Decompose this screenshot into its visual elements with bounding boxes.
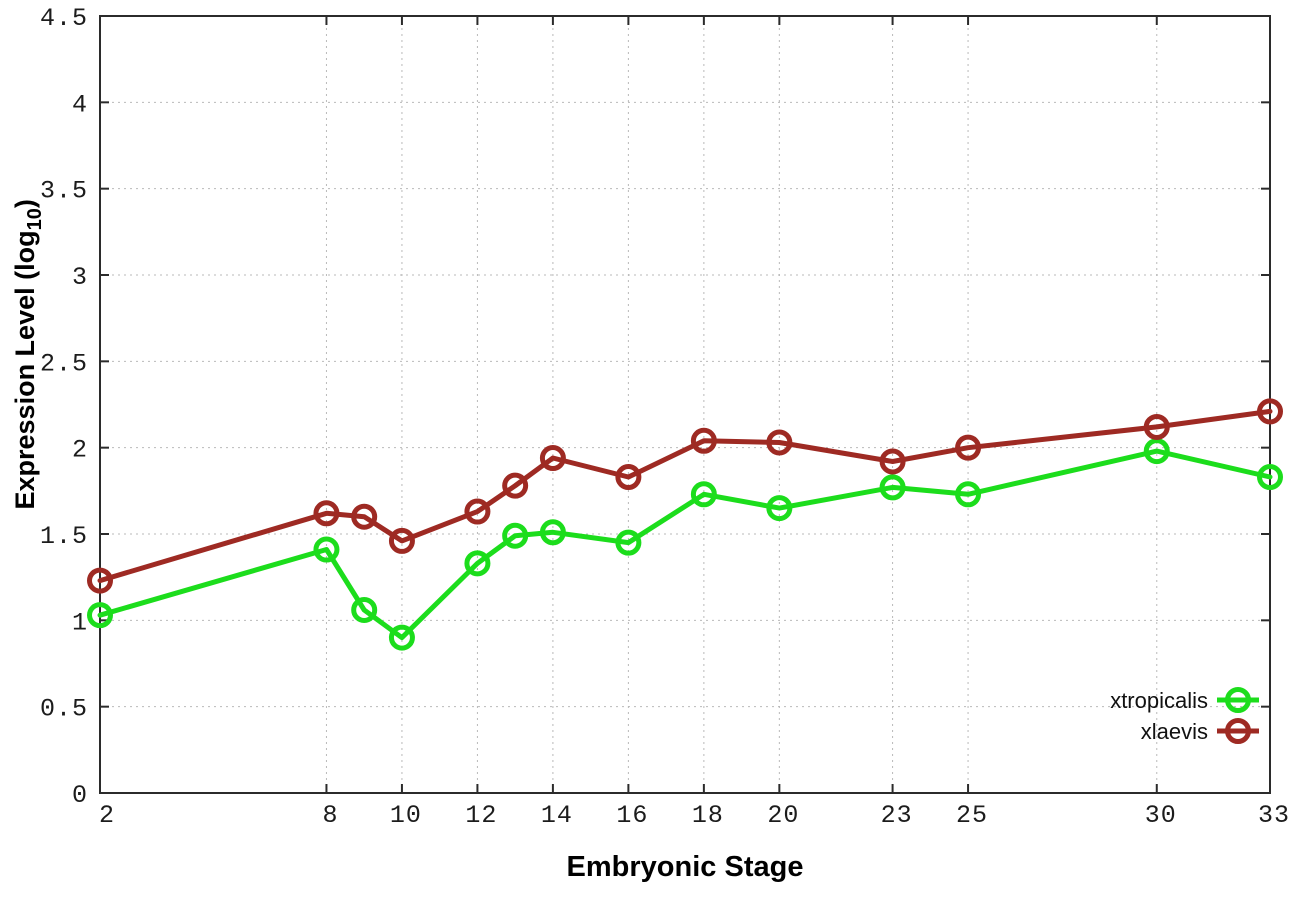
y-tick-label: 2.5 <box>40 349 88 378</box>
y-tick-label: 1 <box>72 608 88 637</box>
data-point-xlaevis-stage-33 <box>1257 398 1283 425</box>
y-tick-label: 0.5 <box>40 695 88 724</box>
x-tick-label: 12 <box>465 801 497 830</box>
y-tick-label: 2 <box>72 436 88 465</box>
x-tick-label: 25 <box>956 801 988 830</box>
data-point-xlaevis-stage-30 <box>1143 413 1170 440</box>
data-point-xlaevis-stage-16 <box>615 464 642 491</box>
x-tick-label: 10 <box>390 801 422 830</box>
x-tick-label: 23 <box>881 801 913 830</box>
x-tick-label: 20 <box>767 801 799 830</box>
data-point-xtropicalis-stage-2 <box>87 602 113 629</box>
data-point-xtropicalis-stage-20 <box>766 495 793 522</box>
y-tick-label: 4 <box>72 90 88 119</box>
x-tick-label: 18 <box>692 801 724 830</box>
y-tick-label: 3.5 <box>40 177 88 206</box>
data-point-xtropicalis-stage-18 <box>690 481 717 508</box>
series-xtropicalis <box>87 438 1283 651</box>
plot-border <box>99 15 1271 794</box>
data-point-xlaevis-stage-25 <box>955 434 982 461</box>
legend-marker-sample <box>1225 687 1251 713</box>
data-point-xtropicalis-stage-25 <box>955 481 982 508</box>
y-tick-label: 4.5 <box>40 4 88 33</box>
data-point-xlaevis-stage-2 <box>87 567 113 594</box>
y-tick-label: 3 <box>72 263 88 292</box>
x-tick-label: 14 <box>541 801 573 830</box>
legend: xtropicalis xlaevis <box>1110 687 1259 744</box>
axis-ticks <box>99 15 1271 794</box>
x-axis-label: Embryonic Stage <box>567 851 804 883</box>
y-tick-label: 1.5 <box>40 522 88 551</box>
legend-entry-xlaevis: xlaevis <box>1141 718 1259 744</box>
data-point-xtropicalis-stage-30 <box>1143 438 1170 465</box>
data-point-xlaevis-stage-9 <box>351 503 378 530</box>
series-xtropicalis-line <box>97 448 1273 641</box>
y-axis-label: Expression Level (log10) <box>10 199 46 509</box>
data-point-xtropicalis-stage-9 <box>351 596 378 623</box>
series-xlaevis-line <box>97 408 1273 584</box>
data-point-xlaevis-stage-14 <box>539 445 566 472</box>
x-tick-label: 33 <box>1258 801 1290 830</box>
data-point-xlaevis-stage-20 <box>766 429 793 456</box>
data-point-xtropicalis-stage-16 <box>615 529 642 556</box>
legend-label-xtropicalis: xtropicalis <box>1110 688 1208 713</box>
x-tick-label: 8 <box>322 801 338 830</box>
x-tick-label: 16 <box>616 801 648 830</box>
legend-label-xlaevis: xlaevis <box>1141 719 1208 744</box>
legend-entry-xtropicalis: xtropicalis <box>1110 687 1259 713</box>
data-point-xlaevis-stage-10 <box>388 527 415 554</box>
data-point-xtropicalis-stage-33 <box>1257 464 1283 491</box>
data-point-xtropicalis-stage-23 <box>879 474 906 501</box>
series-xlaevis <box>87 398 1283 594</box>
gridlines <box>99 15 1271 794</box>
legend-marker-sample <box>1225 718 1251 744</box>
y-tick-label: 0 <box>72 781 88 810</box>
data-point-xlaevis-stage-13 <box>502 472 529 499</box>
tick-labels: 2 8 10 12 14 16 18 20 23 25 30 33 0 0.5 1 1.5 2 2.5 3 3.5 4 4… <box>40 4 1290 830</box>
x-tick-label: 2 <box>99 801 115 830</box>
data-point-xlaevis-stage-23 <box>879 448 906 475</box>
x-tick-label: 30 <box>1145 801 1177 830</box>
data-point-xtropicalis-stage-13 <box>502 522 529 549</box>
data-point-xlaevis-stage-8 <box>313 500 340 527</box>
data-point-xtropicalis-stage-8 <box>313 536 340 563</box>
data-point-xlaevis-stage-12 <box>464 498 491 525</box>
data-point-xtropicalis-stage-10 <box>388 624 415 651</box>
data-point-xlaevis-stage-18 <box>690 427 717 454</box>
data-point-xtropicalis-stage-12 <box>464 550 491 577</box>
data-point-xtropicalis-stage-14 <box>539 519 566 546</box>
